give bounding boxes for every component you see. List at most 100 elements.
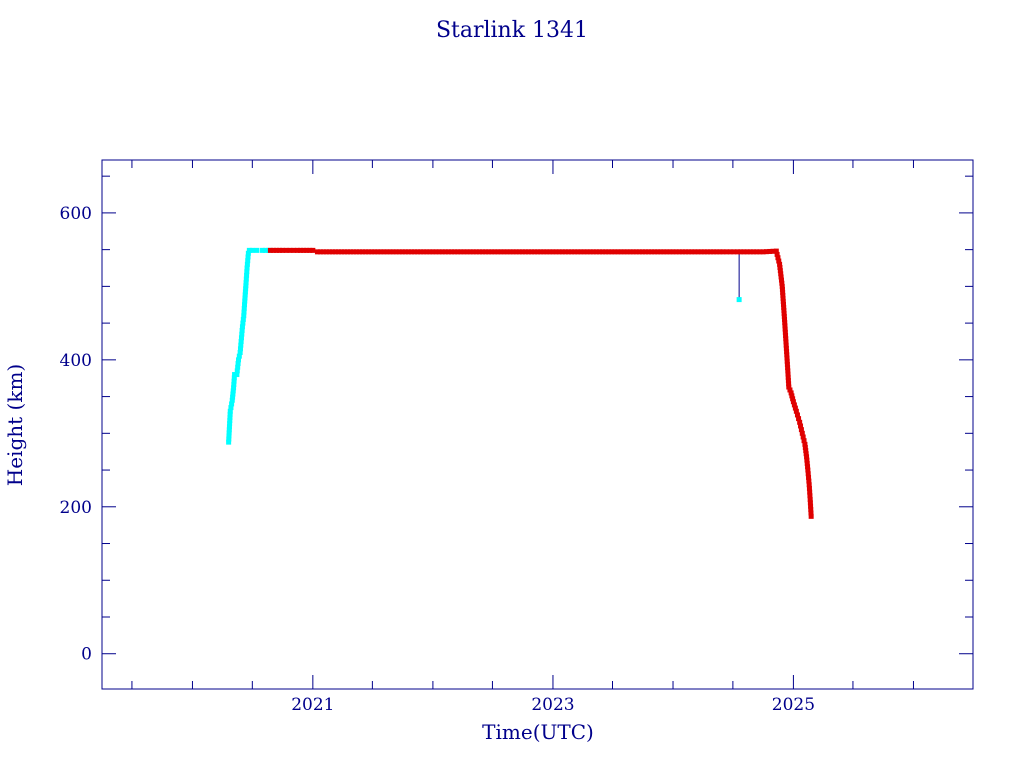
red-data-marker — [535, 249, 541, 255]
red-data-marker — [692, 249, 698, 255]
red-data-point — [777, 261, 783, 267]
cyan-data-marker — [231, 375, 237, 381]
red-data-point — [773, 248, 779, 254]
red-data-marker — [287, 247, 293, 253]
red-data-marker — [627, 249, 633, 255]
red-data-point — [550, 249, 556, 255]
red-data-marker — [804, 460, 810, 466]
red-data-marker — [483, 249, 489, 255]
red-data-marker — [624, 249, 630, 255]
cyan-data-marker — [234, 368, 240, 374]
cyan-data-point — [260, 247, 266, 253]
red-data-marker — [304, 247, 310, 253]
red-data-point — [799, 430, 805, 436]
cyan-data-marker — [241, 309, 247, 315]
red-data-marker — [757, 249, 763, 255]
cyan-data-marker — [230, 391, 236, 397]
y-tick-label: 600 — [60, 204, 92, 224]
cyan-data-marker — [231, 378, 237, 384]
red-data-marker — [424, 249, 430, 255]
red-data-marker — [436, 249, 442, 255]
red-data-marker — [796, 416, 802, 422]
red-data-marker — [332, 249, 338, 255]
cyan-data-marker — [240, 316, 246, 322]
red-data-marker — [618, 249, 624, 255]
red-data-marker — [467, 249, 473, 255]
red-data-marker — [782, 320, 788, 326]
red-data-marker — [781, 304, 787, 310]
red-data-point — [314, 249, 320, 255]
red-data-point — [294, 247, 300, 253]
red-data-marker — [283, 247, 289, 253]
red-data-marker — [777, 264, 783, 270]
red-data-marker — [565, 249, 571, 255]
red-data-marker — [464, 249, 470, 255]
red-data-point — [670, 249, 676, 255]
red-data-marker — [658, 249, 664, 255]
red-data-marker — [323, 249, 329, 255]
red-data-point — [793, 408, 799, 414]
cyan-data-marker — [226, 436, 232, 442]
red-data-marker — [676, 249, 682, 255]
cyan-data-marker — [226, 430, 232, 436]
cyan-data-marker — [240, 320, 246, 326]
cyan-data-marker — [226, 433, 232, 439]
red-data-marker — [744, 249, 750, 255]
red-data-marker — [578, 249, 584, 255]
red-data-marker — [612, 249, 618, 255]
red-data-marker — [317, 249, 323, 255]
red-data-marker — [418, 249, 424, 255]
red-data-point — [480, 249, 486, 255]
red-data-marker — [507, 249, 513, 255]
red-data-marker — [683, 249, 689, 255]
red-data-point — [806, 482, 812, 488]
cyan-data-point — [249, 247, 255, 253]
red-data-marker — [584, 249, 590, 255]
plot-frame — [101, 159, 974, 690]
red-data-marker — [783, 345, 789, 351]
cyan-data-point — [241, 313, 247, 319]
red-data-marker — [562, 249, 568, 255]
red-data-marker — [652, 249, 658, 255]
cyan-data-point — [242, 298, 248, 304]
red-data-marker — [661, 249, 667, 255]
red-data-marker — [399, 249, 405, 255]
red-data-marker — [575, 249, 581, 255]
red-data-marker — [603, 249, 609, 255]
red-data-point — [734, 249, 740, 255]
cyan-data-marker — [239, 331, 245, 337]
cyan-data-marker — [241, 305, 247, 311]
red-data-marker — [807, 493, 813, 499]
red-data-marker — [449, 249, 455, 255]
red-data-marker — [679, 249, 685, 255]
cyan-data-marker — [227, 418, 233, 424]
cyan-data-marker — [230, 394, 236, 400]
red-data-marker — [405, 249, 411, 255]
red-data-marker — [354, 249, 360, 255]
red-data-marker — [784, 361, 790, 367]
red-data-marker — [452, 249, 458, 255]
red-data-marker — [754, 249, 760, 255]
red-data-point — [720, 249, 726, 255]
red-data-marker — [698, 249, 704, 255]
red-data-marker — [806, 485, 812, 491]
red-data-marker — [556, 249, 562, 255]
cyan-data-point — [245, 250, 251, 256]
red-data-marker — [646, 249, 652, 255]
red-data-marker — [609, 249, 615, 255]
red-data-marker — [808, 510, 814, 516]
red-data-marker — [369, 249, 375, 255]
red-data-marker — [774, 251, 780, 257]
cyan-data-point — [239, 324, 245, 330]
red-data-point — [808, 513, 814, 519]
red-data-marker — [751, 249, 757, 255]
cyan-data-marker — [242, 289, 248, 295]
red-data-point — [430, 249, 436, 255]
red-data-marker — [780, 301, 786, 307]
red-data-marker — [775, 255, 781, 261]
cyan-data-marker — [226, 424, 232, 430]
red-data-marker — [655, 249, 661, 255]
red-data-point — [788, 390, 794, 396]
red-data-marker — [492, 249, 498, 255]
